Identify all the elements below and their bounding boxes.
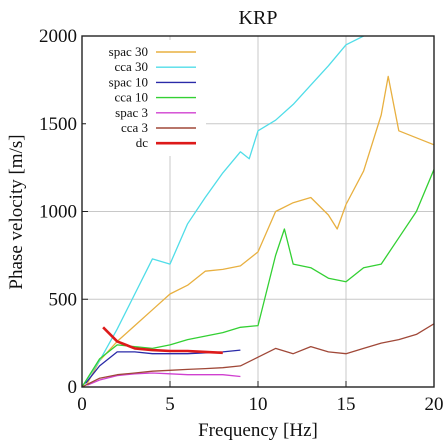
series-line-spac-30 [86, 75, 434, 384]
series-line-cca-3 [82, 323, 434, 387]
y-tick-label: 0 [68, 377, 78, 398]
series-line-spac-3 [87, 372, 241, 386]
series-line-dc [102, 326, 223, 355]
y-tick-label: 1000 [39, 202, 77, 223]
legend-label-spac-3: spac 3 [115, 105, 148, 120]
series-line-cca-30 [82, 36, 364, 387]
x-tick-label: 15 [337, 394, 356, 415]
y-tick-label: 1500 [39, 114, 77, 135]
legend-label-cca-3: cca 3 [121, 120, 148, 135]
tick-marks: 0 5 10 15 20 0 500 1000 1500 2000 [39, 26, 444, 415]
chart-title: KRP [239, 7, 278, 29]
y-tick-label: 2000 [39, 26, 77, 47]
legend-label-dc: dc [136, 135, 149, 150]
legend-label-spac-10: spac 10 [109, 74, 148, 89]
x-axis-label: Frequency [Hz] [198, 420, 318, 441]
x-tick-label: 5 [165, 394, 175, 415]
legend-label-cca-30: cca 30 [114, 59, 148, 74]
y-axis-label: Phase velocity [m/s] [6, 134, 27, 289]
series-line-spac-10 [84, 349, 241, 384]
legend-label-spac-30: spac 30 [109, 44, 148, 59]
x-tick-label: 10 [249, 394, 268, 415]
y-tick-label: 500 [49, 289, 78, 310]
x-tick-label: 0 [77, 394, 87, 415]
series-layer [82, 36, 434, 387]
x-tick-label: 20 [425, 394, 444, 415]
series-line-cca-10 [82, 169, 434, 387]
legend-label-cca-10: cca 10 [114, 90, 148, 105]
